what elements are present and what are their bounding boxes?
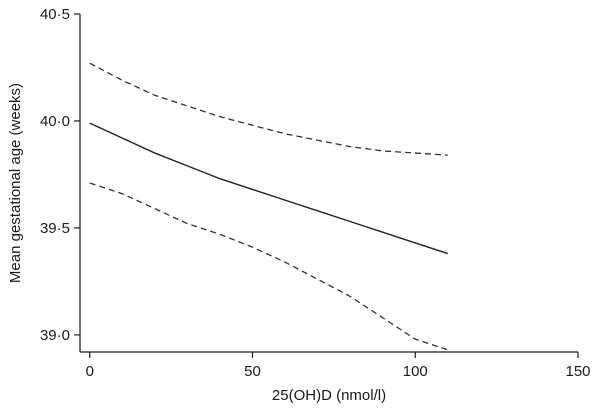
x-tick-label: 0 [86,363,94,380]
x-tick-label: 150 [565,363,590,380]
mean-line [89,122,449,255]
x-tick-label: 50 [244,363,261,380]
x-axis-title: 25(OH)D (nmol/l) [272,387,386,404]
ticks: 0 50 100 150 39·0 39·5 40·0 40·5 [40,6,591,380]
lower-confidence-line [89,182,449,351]
y-tick-label: 40·0 [40,113,70,130]
y-tick-label: 40·5 [40,6,70,23]
y-axis-title: Mean gestational age (weeks) [7,83,24,283]
axes [79,14,578,353]
upper-confidence-line [89,62,448,156]
y-tick-label: 39·0 [40,327,70,344]
y-tick-label: 39·5 [40,220,70,237]
series-layer [89,62,449,351]
x-tick-label: 100 [403,363,428,380]
